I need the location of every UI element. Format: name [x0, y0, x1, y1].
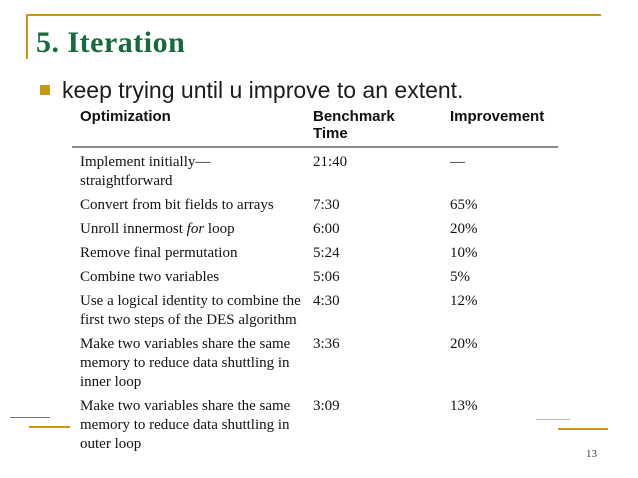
table-row: Unroll innermost for loop 6:00 20%	[72, 220, 558, 239]
optimization-cell: Make two variables share the same memory…	[80, 398, 291, 452]
bottom-left-gray-rule	[10, 417, 50, 418]
bottom-right-gray-rule	[536, 419, 570, 420]
table-row: Use a logical identity to combine the fi…	[72, 292, 558, 330]
bullet-item: keep trying until u improve to an extent…	[40, 75, 463, 106]
benchmark-table: Optimization Benchmark Time Improvement …	[72, 108, 558, 454]
table-row: Make two variables share the same memory…	[72, 397, 558, 454]
improvement-cell: 12%	[450, 293, 478, 309]
benchmark-time-cell: 7:30	[313, 197, 340, 213]
benchmark-time-cell: 6:00	[313, 221, 340, 237]
column-header-improvement: Improvement	[450, 108, 545, 125]
optimization-cell: Use a logical identity to combine the fi…	[80, 293, 301, 328]
improvement-cell: 5%	[450, 269, 470, 285]
column-header-benchmark-time: Benchmark Time	[313, 108, 395, 142]
optimization-cell: Combine two variables	[80, 269, 220, 285]
optimization-cell: Implement initially—straightforward	[80, 154, 211, 189]
optimization-cell: Unroll innermost for loop	[80, 221, 235, 237]
table-row: Make two variables share the same memory…	[72, 335, 558, 392]
improvement-cell: 13%	[450, 398, 478, 414]
bullet-text: keep trying until u improve to an extent…	[62, 77, 464, 103]
benchmark-time-cell: 5:24	[313, 245, 340, 261]
benchmark-time-cell: 4:30	[313, 293, 340, 309]
table-row: Remove final permutation 5:24 10%	[72, 244, 558, 263]
top-gold-rule	[26, 14, 601, 16]
improvement-cell: 20%	[450, 336, 478, 352]
table-row: Combine two variables 5:06 5%	[72, 268, 558, 287]
improvement-cell: 10%	[450, 245, 478, 261]
optimization-cell: Convert from bit fields to arrays	[80, 197, 274, 213]
left-gold-rule	[26, 14, 28, 59]
table-row: Convert from bit fields to arrays 7:30 65%	[72, 196, 558, 215]
improvement-cell: —	[450, 154, 465, 170]
column-header-optimization: Optimization	[80, 108, 171, 125]
bottom-left-gold-rule	[29, 426, 70, 428]
improvement-cell: 65%	[450, 197, 478, 213]
table-row: Implement initially—straightforward 21:40…	[72, 153, 558, 191]
page-number: 13	[586, 448, 597, 460]
bullet-square-icon	[40, 85, 50, 95]
improvement-cell: 20%	[450, 221, 478, 237]
benchmark-time-cell: 21:40	[313, 154, 348, 170]
benchmark-time-cell: 5:06	[313, 269, 340, 285]
page-title: 5. Iteration	[36, 26, 186, 59]
optimization-cell: Make two variables share the same memory…	[80, 336, 291, 390]
table-body: Implement initially—straightforward 21:40…	[72, 153, 558, 454]
table-header-row: Optimization Benchmark Time Improvement	[72, 108, 558, 148]
benchmark-time-cell: 3:36	[313, 336, 340, 352]
bottom-right-gold-rule	[558, 428, 608, 430]
optimization-cell: Remove final permutation	[80, 245, 238, 261]
benchmark-time-cell: 3:09	[313, 398, 340, 414]
